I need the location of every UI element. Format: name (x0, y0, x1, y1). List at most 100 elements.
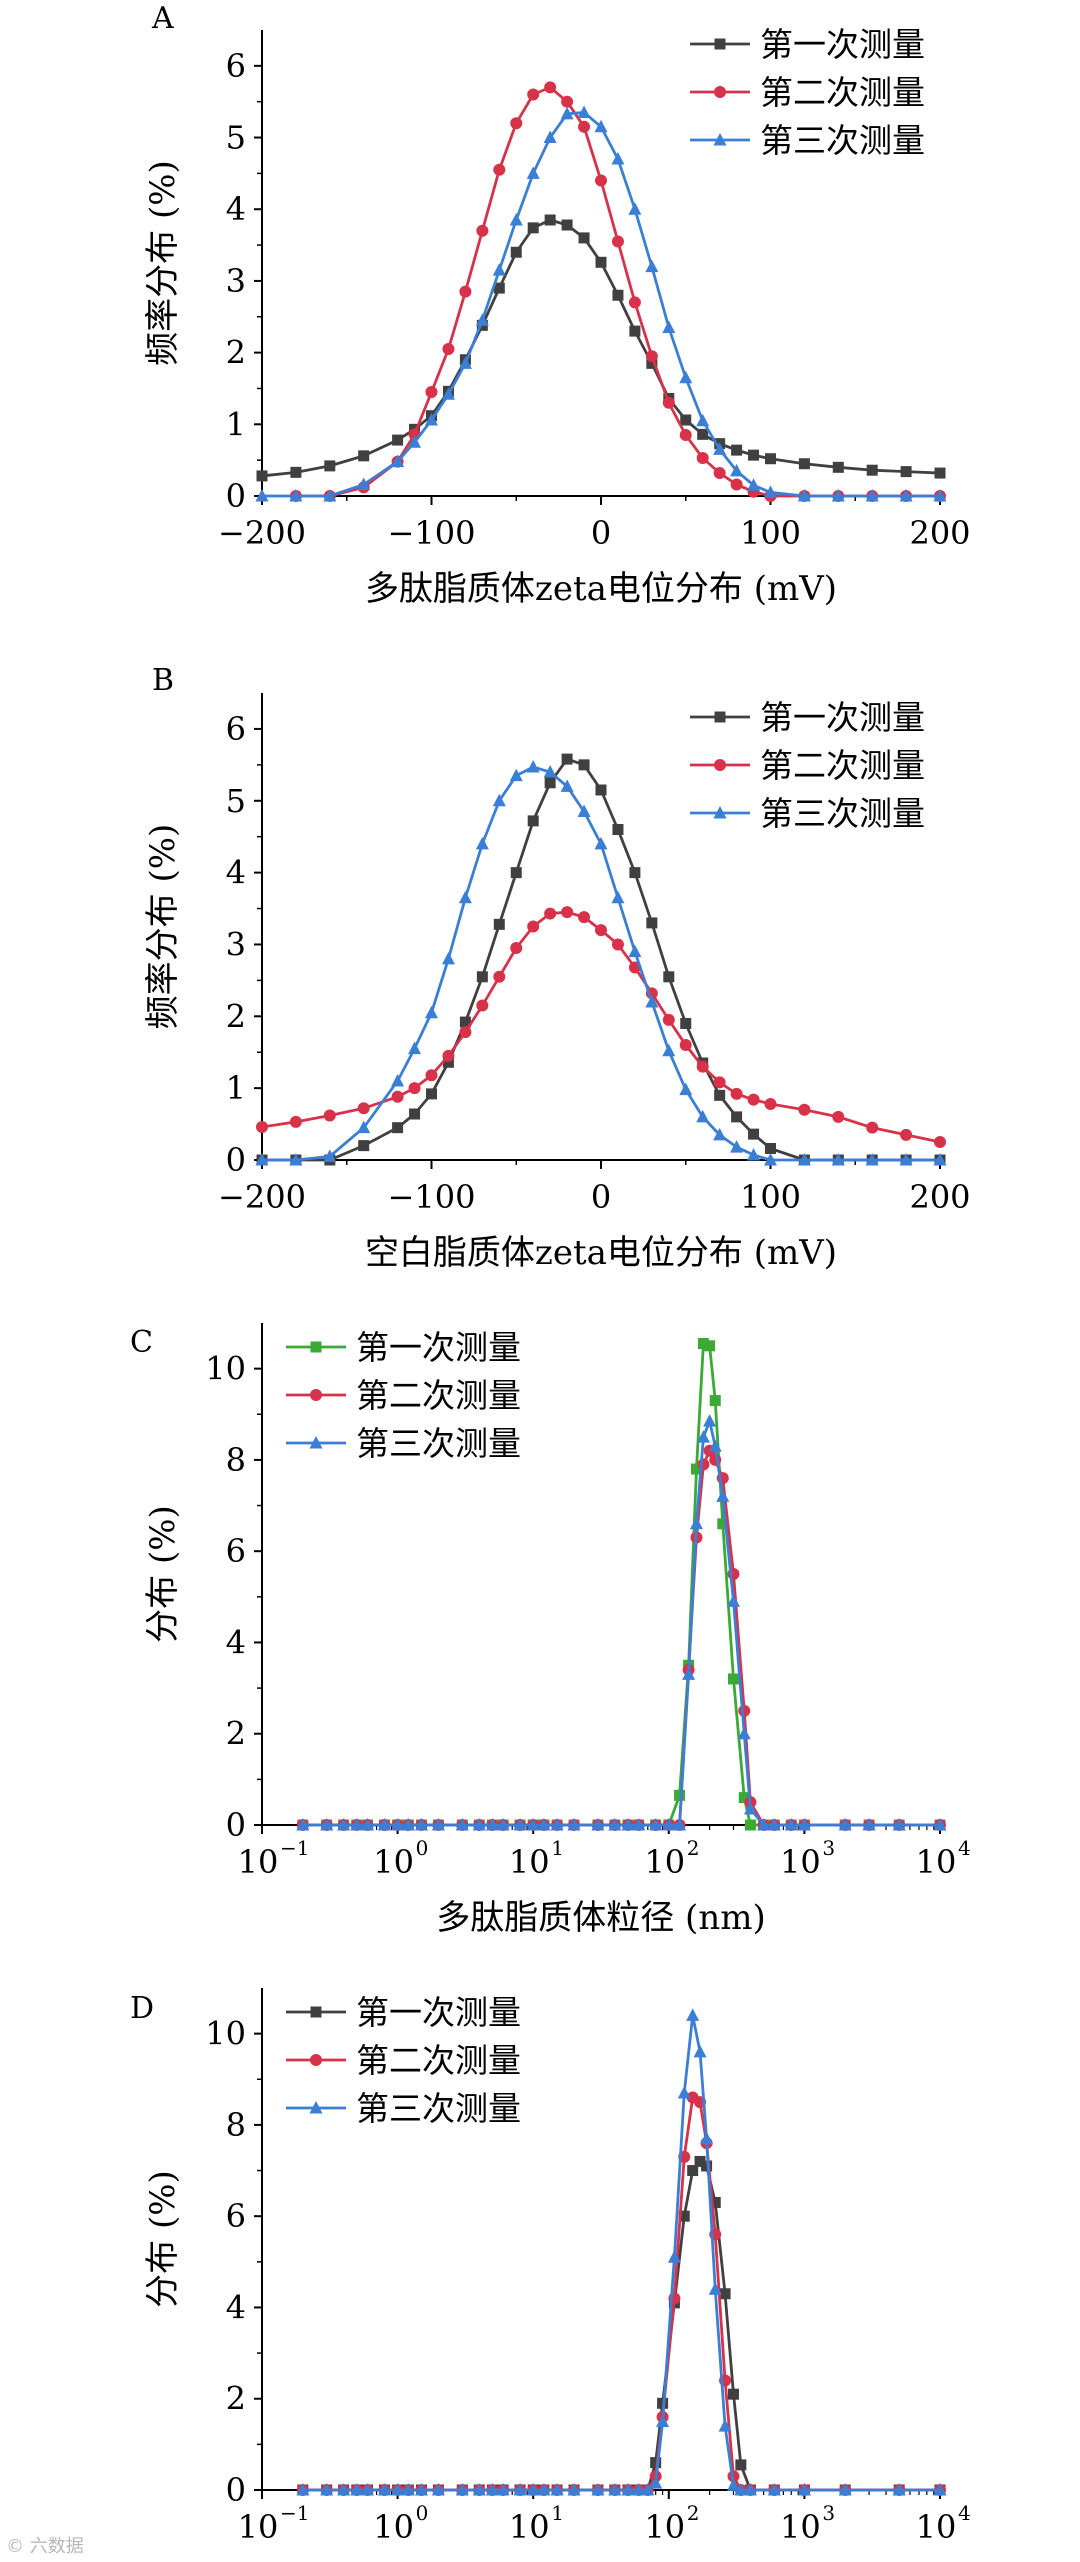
y-tick-label: 0 (226, 1806, 246, 1844)
data-point (594, 119, 608, 133)
x-tick-label: 10 (644, 1843, 685, 1881)
data-point (431, 1818, 445, 1831)
data-point (544, 214, 556, 226)
data-point (662, 1818, 676, 1831)
data-point (797, 2483, 811, 2496)
data-point (567, 2483, 581, 2496)
data-point (510, 867, 522, 879)
panel-label: A (151, 1, 174, 36)
data-point (798, 1103, 811, 1116)
data-point (560, 106, 574, 120)
series-1 (297, 2155, 946, 2496)
data-point (492, 263, 506, 276)
series-line (262, 111, 940, 498)
data-point (567, 1818, 581, 1831)
x-tick-label: −100 (388, 514, 476, 552)
data-point (459, 1016, 471, 1028)
y-tick-label: 8 (226, 2106, 246, 2144)
data-point (718, 2419, 732, 2432)
watermark: © 六数据 (6, 2536, 84, 2557)
data-point (526, 1818, 540, 1831)
data-point (933, 489, 947, 502)
data-point (561, 753, 573, 765)
data-point (350, 1818, 364, 1831)
data-point (591, 2483, 605, 2496)
y-tick-label: 3 (226, 925, 246, 963)
data-point (561, 219, 573, 231)
data-point (934, 467, 946, 479)
data-point (425, 386, 438, 399)
data-point (425, 1069, 438, 1082)
data-point (798, 458, 810, 470)
data-point (693, 2044, 707, 2058)
x-tick-exponent: 4 (958, 1836, 971, 1860)
data-point (391, 1818, 405, 1831)
data-point (442, 1049, 455, 1062)
data-point (628, 202, 642, 215)
data-point (687, 2165, 699, 2177)
y-tick-label: 10 (205, 1350, 246, 1388)
data-point (838, 2483, 852, 2496)
data-point (641, 2483, 655, 2496)
data-point (476, 999, 489, 1012)
data-point (730, 1140, 744, 1153)
data-point (933, 1818, 947, 1831)
data-point (708, 2282, 722, 2295)
data-point (697, 1458, 710, 1471)
y-tick-label: 0 (226, 477, 246, 515)
data-point (409, 1108, 421, 1120)
series-line (302, 2160, 940, 2492)
x-tick-label: 10 (916, 2508, 957, 2546)
series-line (302, 2096, 940, 2492)
data-point (392, 434, 404, 446)
data-point (595, 784, 607, 796)
data-point (764, 485, 777, 498)
data-point (797, 1153, 811, 1166)
legend-label: 第三次测量 (760, 794, 925, 833)
data-point (537, 1818, 551, 1831)
data-point (747, 478, 761, 491)
data-point (485, 1818, 499, 1831)
y-tick-label: 6 (226, 1532, 246, 1570)
data-point (357, 1102, 370, 1115)
y-tick-label: 0 (226, 1141, 246, 1179)
x-tick-label: 10 (373, 1843, 414, 1881)
legend-marker (310, 2054, 322, 2066)
data-point (696, 1430, 710, 1443)
data-point (543, 765, 557, 778)
panel-label: B (152, 663, 174, 698)
data-point (649, 2476, 663, 2489)
data-point (472, 1818, 486, 1831)
data-point (645, 259, 659, 273)
data-point (709, 1453, 722, 1466)
x-axis-label: 空白脂质体zeta电位分布 (mV) (365, 1233, 837, 1273)
data-point (686, 2008, 700, 2021)
data-point (425, 413, 438, 426)
y-tick-label: 6 (226, 2197, 246, 2235)
series-line (302, 1342, 940, 1827)
data-point (426, 1088, 437, 1100)
data-point (899, 1153, 913, 1166)
x-tick-label: 10 (238, 1843, 279, 1881)
data-point (476, 971, 488, 983)
data-point (714, 1089, 726, 1101)
data-point (621, 1818, 635, 1831)
y-tick-label: 5 (226, 119, 246, 157)
data-point (697, 428, 709, 440)
data-point (408, 1082, 421, 1095)
series-1 (256, 214, 946, 482)
legend-marker (713, 806, 727, 819)
data-point (408, 1041, 422, 1055)
x-tick-exponent: 3 (822, 1836, 835, 1860)
data-point (832, 1110, 845, 1123)
y-tick-label: 6 (226, 710, 246, 748)
data-point (645, 350, 658, 363)
data-point (689, 1516, 703, 1530)
data-point (414, 1818, 428, 1831)
data-point (289, 1115, 302, 1128)
x-tick-exponent: −1 (280, 1836, 309, 1860)
data-point (337, 2483, 351, 2496)
